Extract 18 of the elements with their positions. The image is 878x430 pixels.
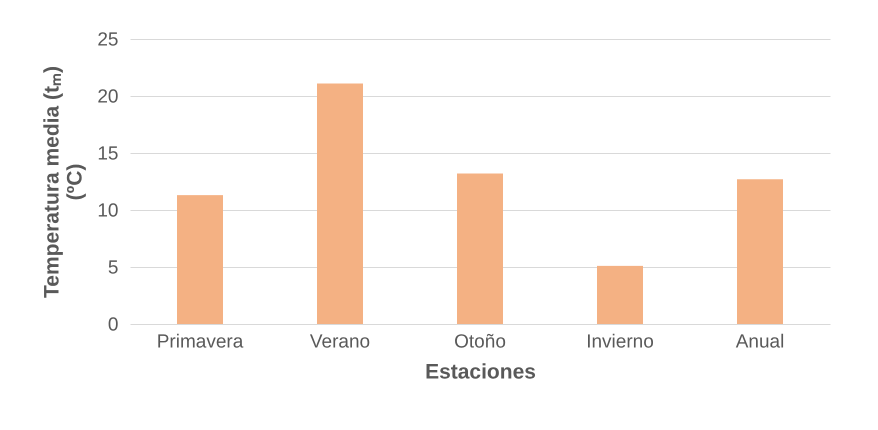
x-tick-label: Verano — [310, 332, 370, 352]
y-tick-label: 20 — [97, 86, 118, 108]
y-axis-title: Temperatura media (tₘ) (ºC) — [40, 66, 86, 298]
x-tick-label: Invierno — [586, 332, 654, 352]
y-tick-label: 5 — [108, 258, 118, 278]
bar — [457, 174, 503, 324]
y-tick-label: 10 — [97, 200, 118, 222]
bar — [177, 195, 223, 324]
bar — [317, 83, 363, 324]
y-tick-label: 0 — [108, 314, 118, 336]
x-tick-label: Anual — [736, 332, 784, 352]
x-tick-label: Primavera — [156, 332, 244, 352]
y-tick-label: 15 — [97, 144, 118, 164]
x-axis-title: Estaciones — [425, 360, 536, 384]
bar — [597, 266, 643, 324]
bar — [737, 179, 783, 324]
y-tick-label: 25 — [97, 30, 118, 50]
x-tick-label: Otoño — [454, 332, 506, 352]
